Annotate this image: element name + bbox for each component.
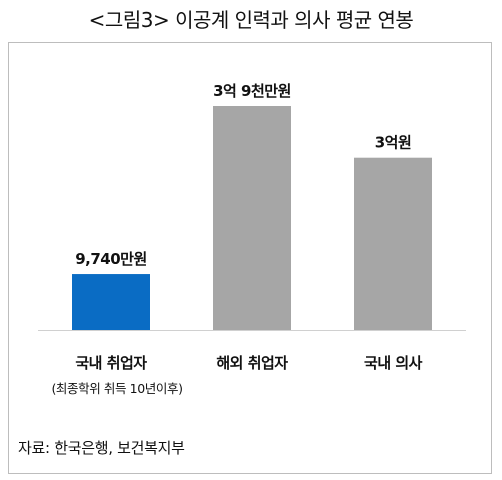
source-note: 자료: 한국은행, 보건복지부 [18, 439, 185, 457]
bar-value-label: 3억원 [375, 134, 412, 152]
bar [213, 106, 291, 330]
category-label: 국내 취업자 [75, 354, 147, 372]
chart-title: <그림3> 이공계 인력과 의사 평균 연봉 [88, 8, 414, 32]
bar-value-label: 9,740만원 [75, 250, 147, 268]
category-note: (최종학위 취득 10년이후) [51, 381, 182, 396]
bar-value-label: 3억 9천만원 [213, 82, 291, 100]
category-label: 국내 의사 [364, 354, 423, 372]
chart-frame [8, 42, 492, 474]
category-label: 해외 취업자 [216, 354, 288, 372]
bar [354, 157, 432, 330]
bar [72, 274, 150, 330]
